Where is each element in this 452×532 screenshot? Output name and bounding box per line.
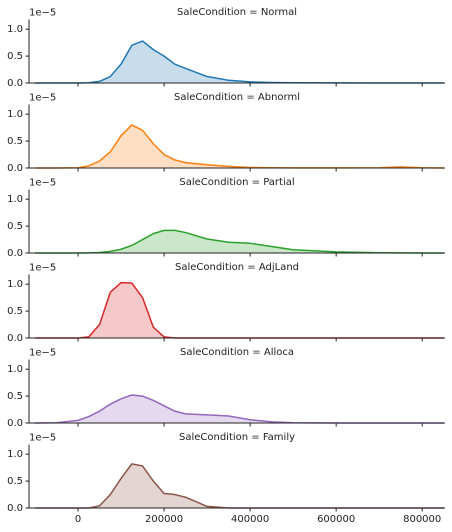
y-tick-label: 0.0: [7, 78, 23, 89]
offset-label: 1e−5: [29, 433, 56, 444]
x-tick-label: 400000: [231, 514, 269, 525]
panel-title: SaleCondition = Normal: [177, 7, 297, 18]
y-tick-label: 0.0: [7, 418, 23, 429]
panel-title: SaleCondition = Abnorml: [174, 92, 300, 103]
y-tick-label: 1.0: [7, 109, 23, 120]
density-line: [35, 463, 444, 509]
panel-title: SaleCondition = Partial: [179, 177, 294, 188]
y-tick-label: 1.0: [7, 194, 23, 205]
y-tick-label: 1.0: [7, 449, 23, 460]
density-area: [35, 230, 444, 253]
y-tick-label: 0.5: [7, 476, 23, 487]
density-area: [35, 395, 444, 423]
x-tick-label: 600000: [317, 514, 355, 525]
y-tick-label: 0.0: [7, 163, 23, 174]
y-tick-label: 1.0: [7, 364, 23, 375]
offset-label: 1e−5: [29, 8, 56, 19]
y-tick-label: 0.0: [7, 503, 23, 514]
y-tick-label: 0.0: [7, 333, 23, 344]
density-area: [35, 282, 444, 338]
panel-title: SaleCondition = Family: [179, 432, 295, 443]
y-tick-label: 0.5: [7, 306, 23, 317]
density-area: [35, 124, 444, 168]
density-line: [35, 40, 444, 84]
offset-label: 1e−5: [29, 93, 56, 104]
panel-title: SaleCondition = Alloca: [180, 347, 294, 358]
x-tick-label: 200000: [145, 514, 183, 525]
y-tick-label: 1.0: [7, 279, 23, 290]
density-area: [35, 41, 444, 83]
offset-label: 1e−5: [29, 178, 56, 189]
y-tick-label: 0.5: [7, 51, 23, 62]
density-area: [35, 463, 444, 508]
y-tick-label: 0.5: [7, 221, 23, 232]
panel-title: SaleCondition = AdjLand: [175, 262, 299, 273]
offset-label: 1e−5: [29, 348, 56, 359]
x-tick-label: 800000: [403, 514, 441, 525]
x-tick-label: 0: [75, 514, 81, 525]
y-tick-label: 1.0: [7, 24, 23, 35]
density-line: [35, 124, 444, 169]
y-tick-label: 0.5: [7, 136, 23, 147]
offset-label: 1e−5: [29, 263, 56, 274]
y-tick-label: 0.0: [7, 248, 23, 259]
y-tick-label: 0.5: [7, 391, 23, 402]
